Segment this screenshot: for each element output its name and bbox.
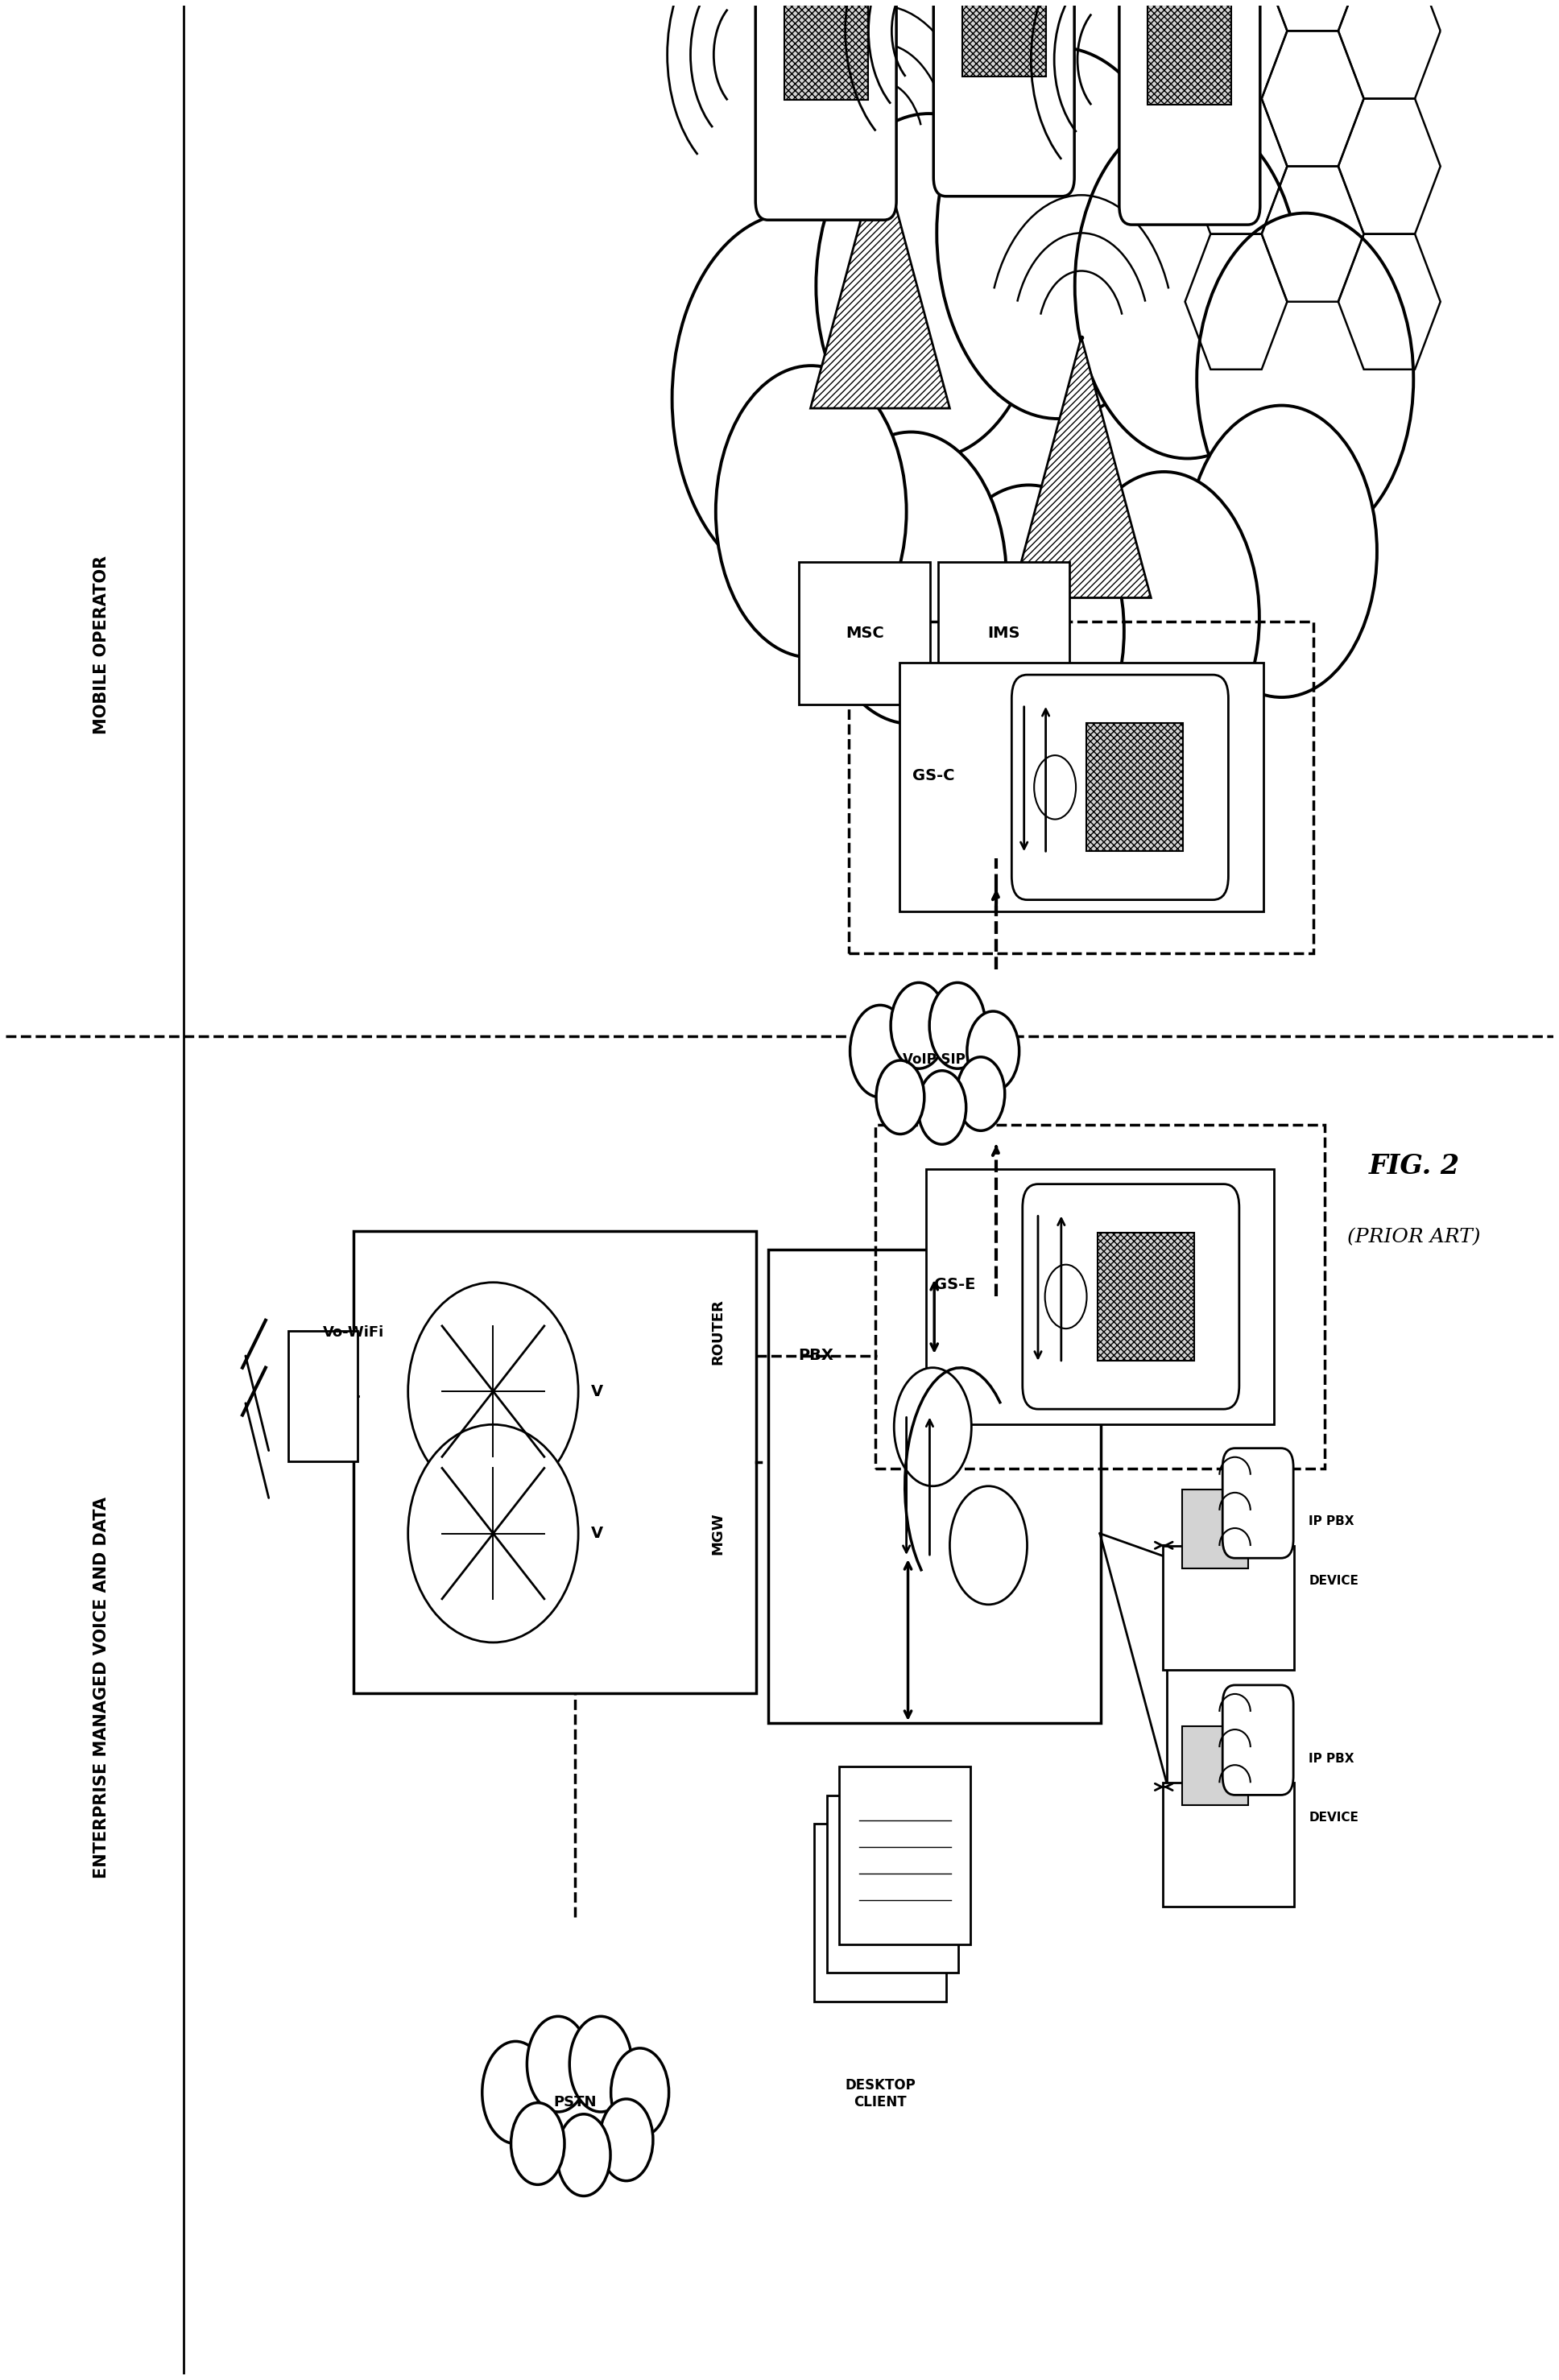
Text: ROUTER: ROUTER [711, 1299, 725, 1366]
Bar [1098, 1233, 1194, 1361]
Bar [1182, 1726, 1249, 1806]
Text: GS-E: GS-E [934, 1278, 976, 1292]
Bar [876, 1126, 1324, 1468]
Ellipse shape [408, 1283, 578, 1499]
Text: (PRIOR ART): (PRIOR ART) [1347, 1228, 1481, 1247]
Circle shape [1186, 405, 1377, 697]
Text: DEVICE: DEVICE [1310, 1811, 1359, 1823]
FancyBboxPatch shape [801, 0, 851, 17]
Text: MGW: MGW [711, 1511, 725, 1554]
Circle shape [1034, 754, 1076, 819]
Text: MSC: MSC [845, 626, 884, 640]
Circle shape [918, 1071, 967, 1145]
Circle shape [672, 214, 915, 585]
Bar [1147, 0, 1232, 105]
FancyBboxPatch shape [1165, 0, 1214, 21]
Circle shape [557, 2113, 611, 2197]
Bar [1147, 0, 1232, 105]
Text: V: V [591, 1383, 603, 1399]
Polygon shape [1012, 338, 1151, 597]
Bar [784, 0, 868, 100]
Bar [1098, 1233, 1194, 1361]
FancyBboxPatch shape [1012, 676, 1228, 900]
Circle shape [967, 1012, 1020, 1090]
Text: VoIP SIP: VoIP SIP [903, 1052, 965, 1066]
Ellipse shape [408, 1426, 578, 1642]
FancyBboxPatch shape [756, 0, 896, 219]
Circle shape [815, 433, 1007, 724]
Polygon shape [811, 148, 949, 409]
Text: Vo-WiFi: Vo-WiFi [323, 1326, 385, 1340]
Bar [1182, 1490, 1249, 1568]
Text: IP PBX: IP PBX [1310, 1516, 1355, 1528]
Text: DEVICE: DEVICE [1310, 1576, 1359, 1587]
Bar [769, 1250, 1101, 1723]
Bar [900, 664, 1263, 912]
Bar [784, 0, 868, 100]
Circle shape [929, 983, 985, 1069]
Bar [962, 0, 1046, 76]
Circle shape [876, 1061, 924, 1135]
Bar [288, 1330, 357, 1461]
FancyBboxPatch shape [1163, 1783, 1294, 1906]
Circle shape [716, 367, 906, 657]
FancyBboxPatch shape [1222, 1685, 1294, 1795]
Circle shape [527, 2016, 589, 2111]
Circle shape [957, 1057, 1006, 1130]
FancyBboxPatch shape [934, 0, 1074, 195]
FancyBboxPatch shape [1119, 0, 1260, 224]
Circle shape [1045, 1264, 1087, 1328]
Bar [798, 562, 931, 704]
Text: PBX: PBX [798, 1347, 834, 1364]
Text: PSTN: PSTN [553, 2094, 597, 2109]
Bar [354, 1230, 756, 1695]
Circle shape [890, 983, 946, 1069]
Bar [962, 0, 1046, 76]
Circle shape [937, 48, 1180, 419]
Text: FIG. 2: FIG. 2 [1369, 1152, 1459, 1180]
Bar [939, 562, 1069, 704]
Circle shape [1074, 114, 1300, 459]
Circle shape [815, 114, 1041, 459]
Circle shape [1068, 471, 1260, 764]
Text: IMS: IMS [988, 626, 1020, 640]
Text: V: V [591, 1526, 603, 1542]
Text: DESKTOP
CLIENT: DESKTOP CLIENT [845, 2078, 915, 2109]
Text: GS-C: GS-C [912, 769, 956, 783]
FancyBboxPatch shape [1222, 1447, 1294, 1559]
Circle shape [949, 1485, 1027, 1604]
Circle shape [511, 2104, 564, 2185]
Bar [850, 621, 1314, 952]
Circle shape [893, 1368, 971, 1485]
Text: ENTERPRISE MANAGED VOICE AND DATA: ENTERPRISE MANAGED VOICE AND DATA [94, 1497, 109, 1878]
Text: MOBILE OPERATOR: MOBILE OPERATOR [94, 557, 109, 735]
Bar [826, 1795, 959, 1973]
Circle shape [569, 2016, 631, 2111]
FancyBboxPatch shape [1163, 1547, 1294, 1671]
Circle shape [850, 1004, 910, 1097]
Circle shape [1197, 214, 1414, 545]
Circle shape [482, 2042, 549, 2144]
Bar [839, 1766, 971, 1944]
Bar [814, 1823, 946, 2002]
Bar [926, 1169, 1274, 1426]
Circle shape [934, 486, 1124, 776]
FancyBboxPatch shape [1023, 1185, 1239, 1409]
Circle shape [611, 2049, 669, 2137]
Bar [1087, 724, 1183, 852]
Text: IP PBX: IP PBX [1310, 1752, 1355, 1764]
Circle shape [600, 2099, 653, 2180]
Bar [1087, 724, 1183, 852]
